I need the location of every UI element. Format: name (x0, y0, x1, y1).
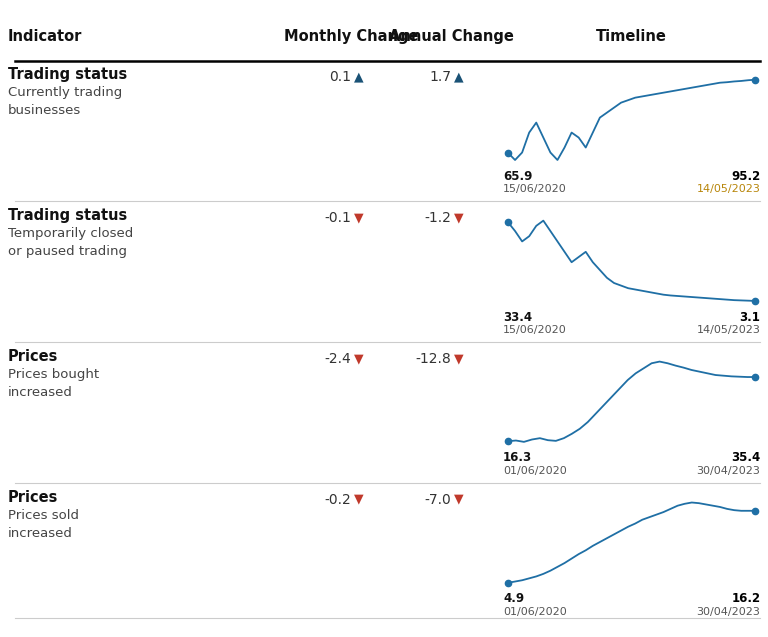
Text: Temporarily closed
or paused trading: Temporarily closed or paused trading (8, 227, 133, 258)
Text: Indicator: Indicator (8, 29, 82, 44)
Text: 0.1: 0.1 (329, 70, 352, 84)
Text: Timeline: Timeline (596, 29, 667, 44)
Text: -12.8: -12.8 (415, 352, 452, 366)
Text: -0.1: -0.1 (325, 211, 352, 225)
Text: -2.4: -2.4 (325, 352, 352, 366)
Text: 15/06/2020: 15/06/2020 (503, 325, 567, 335)
Text: 14/05/2023: 14/05/2023 (697, 325, 760, 335)
Text: 65.9: 65.9 (503, 169, 532, 183)
Text: 30/04/2023: 30/04/2023 (697, 466, 760, 476)
Text: -1.2: -1.2 (425, 211, 452, 225)
Text: 35.4: 35.4 (731, 452, 760, 464)
Text: Monthly Change: Monthly Change (284, 29, 419, 44)
Text: ▼: ▼ (453, 352, 463, 365)
Text: 3.1: 3.1 (740, 310, 760, 324)
Text: ▼: ▼ (453, 493, 463, 506)
Text: 01/06/2020: 01/06/2020 (503, 466, 567, 476)
Text: Currently trading
businesses: Currently trading businesses (8, 86, 122, 117)
Text: Trading status: Trading status (8, 67, 127, 82)
Text: Prices: Prices (8, 349, 58, 364)
Text: 01/06/2020: 01/06/2020 (503, 607, 567, 617)
Text: 30/04/2023: 30/04/2023 (697, 607, 760, 617)
Text: 16.3: 16.3 (503, 452, 532, 464)
Text: 95.2: 95.2 (731, 169, 760, 183)
Text: Prices sold
increased: Prices sold increased (8, 509, 78, 540)
Text: -0.2: -0.2 (325, 493, 352, 507)
Text: Prices bought
increased: Prices bought increased (8, 368, 99, 399)
Text: Prices: Prices (8, 490, 58, 505)
Text: 4.9: 4.9 (503, 592, 525, 605)
Text: 1.7: 1.7 (429, 70, 452, 84)
Text: Trading status: Trading status (8, 208, 127, 223)
Text: ▼: ▼ (353, 493, 363, 506)
Text: 14/05/2023: 14/05/2023 (697, 184, 760, 194)
Text: 15/06/2020: 15/06/2020 (503, 184, 567, 194)
Text: -7.0: -7.0 (425, 493, 452, 507)
Text: Annual Change: Annual Change (389, 29, 514, 44)
Text: ▼: ▼ (353, 352, 363, 365)
Text: ▲: ▲ (453, 70, 463, 83)
Text: 16.2: 16.2 (731, 592, 760, 605)
Text: ▲: ▲ (353, 70, 363, 83)
Text: 33.4: 33.4 (503, 310, 532, 324)
Text: ▼: ▼ (353, 211, 363, 224)
Text: ▼: ▼ (453, 211, 463, 224)
